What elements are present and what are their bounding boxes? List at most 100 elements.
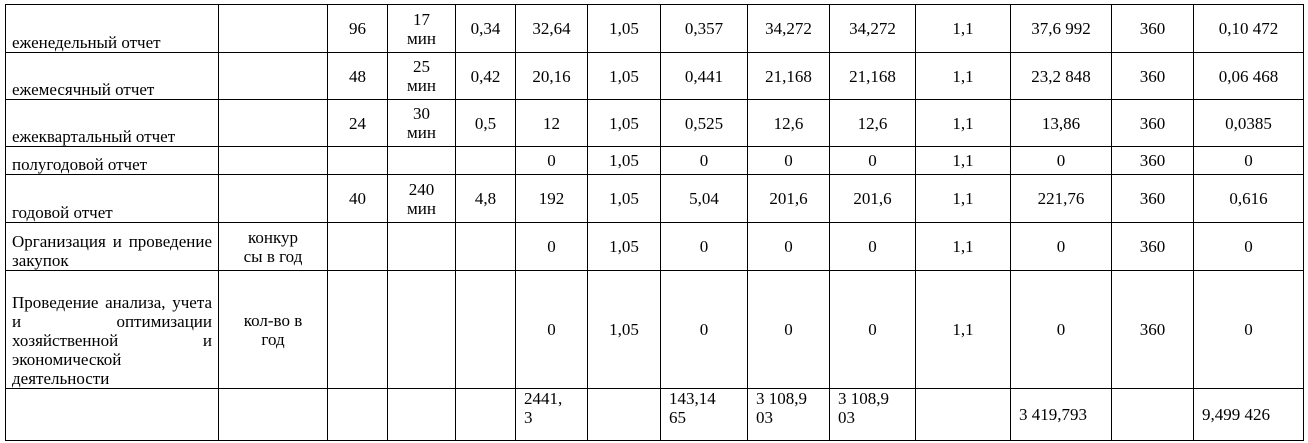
- table-cell: [387, 222, 456, 271]
- table-cell: [387, 270, 456, 389]
- table-cell: 0: [660, 222, 748, 271]
- table-cell: 0: [747, 222, 830, 271]
- table-cell: [915, 388, 1011, 441]
- table-cell: 0,42: [455, 52, 516, 100]
- table-row: годовой отчет 40 240 мин 4,8 192 1,05 5,04 201,…: [5, 174, 1304, 223]
- table-cell: 30 мин: [387, 99, 456, 147]
- table-cell: [218, 52, 328, 100]
- table-cell: [218, 174, 328, 223]
- table-cell: 192: [515, 174, 588, 223]
- table-cell: 1,1: [915, 99, 1011, 147]
- table-cell: 1,1: [915, 4, 1011, 53]
- table-cell: [327, 146, 388, 175]
- table-cell: 0,357: [660, 4, 748, 53]
- table-cell: 2441, 3: [515, 388, 588, 441]
- table-cell: 0: [747, 146, 830, 175]
- table-cell: 32,64: [515, 4, 588, 53]
- table-cell: 23,2 848: [1010, 52, 1112, 100]
- table-cell: 3 108,9 03: [747, 388, 830, 441]
- table-cell: полугодовой отчет: [5, 146, 219, 175]
- table-cell: 34,272: [747, 4, 830, 53]
- table-row: Проведение анализа, учета и оптимизации …: [5, 270, 1304, 389]
- table-cell: 24: [327, 99, 388, 147]
- table-cell: 221,76: [1010, 174, 1112, 223]
- table-cell: 0: [660, 270, 748, 389]
- table-cell: Организация и проведение закупок: [5, 222, 219, 271]
- table-cell: [455, 388, 516, 441]
- table-cell: 0,06 468: [1193, 52, 1304, 100]
- table-cell: 0: [1193, 270, 1304, 389]
- table-cell: 1,1: [915, 146, 1011, 175]
- table-cell: 0: [829, 270, 916, 389]
- table-cell: 0: [1193, 222, 1304, 271]
- table-cell: 21,168: [747, 52, 830, 100]
- table-cell: 1,1: [915, 174, 1011, 223]
- table-row: ежемесячный отчет 48 25 мин 0,42 20,16 1,05 0,…: [5, 52, 1304, 100]
- table-cell: 0: [515, 222, 588, 271]
- table-cell: 0: [1010, 222, 1112, 271]
- table-cell: 20,16: [515, 52, 588, 100]
- table-cell: 34,272: [829, 4, 916, 53]
- table-cell: [327, 270, 388, 389]
- table-cell: 12: [515, 99, 588, 147]
- table-cell: 9,499 426: [1193, 388, 1304, 441]
- table-cell: ежеквартальный отчет: [5, 99, 219, 147]
- table-cell: 1,05: [587, 146, 661, 175]
- table-cell: 21,168: [829, 52, 916, 100]
- table-cell: 3 419,793: [1010, 388, 1112, 441]
- table-cell: 1,1: [915, 270, 1011, 389]
- table-cell: [218, 146, 328, 175]
- table-cell: Проведение анализа, учета и оптимизации …: [5, 270, 219, 389]
- table-cell: еженедельный отчет: [5, 4, 219, 53]
- table-row: еженедельный отчет 96 17 мин 0,34 32,64 1,05 0…: [5, 4, 1304, 53]
- table-cell: 1,05: [587, 270, 661, 389]
- table-cell: [455, 146, 516, 175]
- table-cell: 201,6: [747, 174, 830, 223]
- table-cell: [218, 99, 328, 147]
- table-cell: 0,5: [455, 99, 516, 147]
- table-cell: 360: [1111, 4, 1194, 53]
- table-cell: 3 108,9 03: [829, 388, 916, 441]
- table-cell: 12,6: [829, 99, 916, 147]
- table-cell: 13,86: [1010, 99, 1112, 147]
- table-cell: 360: [1111, 146, 1194, 175]
- table-cell: 4,8: [455, 174, 516, 223]
- table-cell: 0,525: [660, 99, 748, 147]
- table-row: 2441, 3 143,14 65 3 108,9 03 3 108,9 03 3 41…: [5, 388, 1304, 441]
- table-cell: 1,05: [587, 174, 661, 223]
- table-cell: 0: [515, 270, 588, 389]
- table-cell: 40: [327, 174, 388, 223]
- table-cell: ежемесячный отчет: [5, 52, 219, 100]
- table-cell: 37,6 992: [1010, 4, 1112, 53]
- table-cell: 240 мин: [387, 174, 456, 223]
- table-row: полугодовой отчет 0 1,05 0 0 0 1,1 0 360 0: [5, 146, 1304, 175]
- table-cell: 0: [660, 146, 748, 175]
- table-cell: [587, 388, 661, 441]
- data-table: еженедельный отчет 96 17 мин 0,34 32,64 1,05 0…: [5, 4, 1304, 441]
- table-cell: 143,14 65: [660, 388, 748, 441]
- table-body: еженедельный отчет 96 17 мин 0,34 32,64 1,05 0…: [5, 4, 1304, 441]
- table-cell: 0: [515, 146, 588, 175]
- table-cell: 0,616: [1193, 174, 1304, 223]
- table-cell: [387, 146, 456, 175]
- table-cell: [1111, 388, 1194, 441]
- table-cell: 360: [1111, 52, 1194, 100]
- table-cell: конкур сы в год: [218, 222, 328, 271]
- table-cell: 0,0385: [1193, 99, 1304, 147]
- table-cell: 0: [1010, 270, 1112, 389]
- table-cell: 48: [327, 52, 388, 100]
- table-cell: 0,34: [455, 4, 516, 53]
- table-cell: 17 мин: [387, 4, 456, 53]
- table-row: ежеквартальный отчет 24 30 мин 0,5 12 1,05 0,5…: [5, 99, 1304, 147]
- table-cell: 1,1: [915, 52, 1011, 100]
- table-cell: [218, 388, 328, 441]
- table-cell: 0: [1193, 146, 1304, 175]
- table-cell: 12,6: [747, 99, 830, 147]
- table-cell: 1,05: [587, 4, 661, 53]
- table-cell: 360: [1111, 270, 1194, 389]
- table-cell: [327, 388, 388, 441]
- table-cell: 25 мин: [387, 52, 456, 100]
- table-cell: 360: [1111, 99, 1194, 147]
- table-cell: 1,05: [587, 99, 661, 147]
